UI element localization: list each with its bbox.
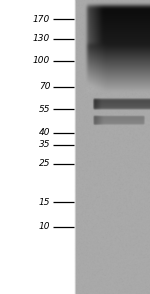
- Text: 55: 55: [39, 105, 50, 114]
- Text: 15: 15: [39, 198, 50, 207]
- Text: 100: 100: [33, 56, 50, 65]
- Text: 35: 35: [39, 140, 50, 149]
- Text: 130: 130: [33, 34, 50, 43]
- Text: 25: 25: [39, 159, 50, 168]
- Text: 10: 10: [39, 223, 50, 231]
- Text: 170: 170: [33, 15, 50, 24]
- Text: 70: 70: [39, 82, 50, 91]
- Text: 40: 40: [39, 128, 50, 137]
